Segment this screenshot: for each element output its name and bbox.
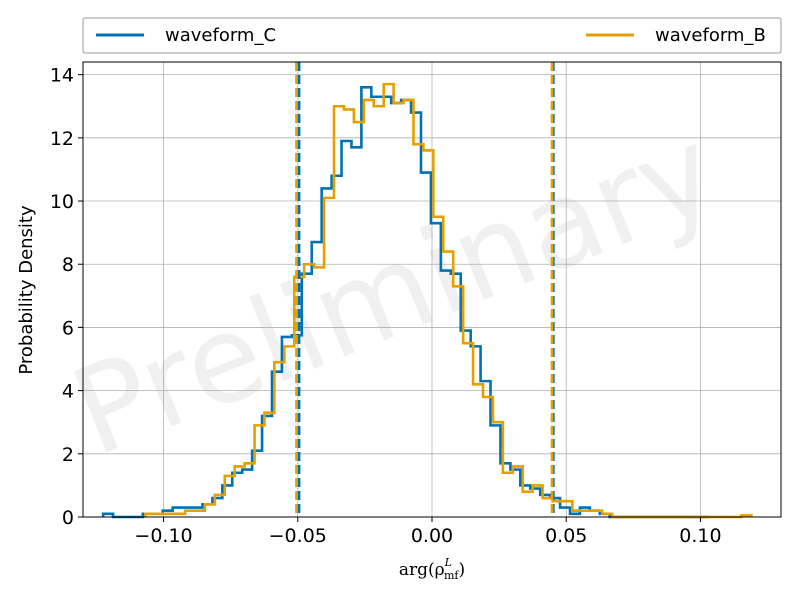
watermark-text: Preliminary (55, 101, 735, 484)
legend: waveform_C waveform_B (82, 17, 782, 54)
histogram-step-waveform-b (143, 82, 753, 519)
x-tick-label: 0.10 (679, 525, 721, 547)
legend-label-waveform-c: waveform_C (165, 25, 276, 46)
y-tick-label: 4 (62, 381, 74, 403)
legend-label-waveform-b: waveform_B (655, 25, 766, 46)
legend-box (82, 17, 782, 54)
y-tick-label: 14 (50, 65, 74, 87)
y-tick-label: 0 (62, 507, 74, 529)
y-axis-title: Probability Density (16, 205, 37, 375)
x-tick-label: −0.10 (134, 525, 192, 547)
x-axis-title-sub: mf (444, 569, 459, 582)
y-tick-label: 8 (62, 254, 74, 276)
series-layer (101, 82, 753, 519)
x-axis-title: arg(ρL mf) (399, 556, 465, 582)
x-axis-title-main: arg(ρ (399, 560, 445, 580)
x-tick-label: −0.05 (269, 525, 327, 547)
x-tick-label: 0.00 (411, 525, 453, 547)
vline-layer (295, 62, 555, 517)
tick-layer: −0.10 −0.05 0.00 0.05 0.10 0 2 4 6 8 10 12 14 (50, 65, 722, 547)
y-tick-label: 10 (50, 191, 74, 213)
x-axis-title-close: ) (458, 560, 465, 580)
y-tick-label: 2 (62, 444, 74, 466)
y-tick-label: 6 (62, 317, 74, 339)
x-tick-label: 0.05 (545, 525, 587, 547)
x-axis-title-sup: L (444, 556, 452, 569)
y-tick-label: 12 (50, 128, 74, 150)
